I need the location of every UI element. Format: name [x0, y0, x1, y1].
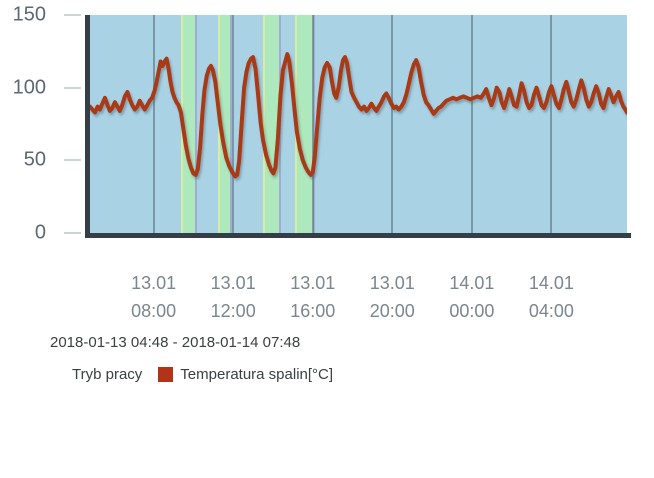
x-tick-date: 13.01: [131, 273, 177, 293]
x-tick-time: 16:00: [290, 301, 336, 321]
vertical-gridline: [470, 15, 473, 233]
x-tick-label: 14.01 04:00: [505, 269, 597, 325]
x-tick-time: 08:00: [131, 301, 177, 321]
y-tick-label: 100: [12, 76, 46, 99]
legend-item-temperatura-spalin[interactable]: Temperatura spalin[°C]: [158, 366, 333, 383]
temperature-line-layer: [90, 52, 627, 179]
x-tick-time: 00:00: [449, 301, 495, 321]
x-tick-date: 14.01: [449, 273, 495, 293]
x-tick-time: 12:00: [210, 301, 256, 321]
x-tick-label: 13.01 20:00: [346, 269, 438, 325]
y-tick-mark: [64, 159, 81, 162]
legend: Tryb pracy Temperatura spalin[°C]: [72, 366, 349, 383]
legend-label-tryb-pracy: Tryb pracy: [72, 366, 143, 383]
y-tick-label: 150: [12, 3, 46, 26]
y-tick-mark: [64, 86, 81, 89]
legend-item-tryb-pracy[interactable]: Tryb pracy: [72, 366, 142, 383]
x-tick-date: 13.01: [210, 273, 256, 293]
vertical-gridline: [152, 15, 155, 233]
temperature-line: [90, 52, 627, 179]
x-tick-date: 14.01: [528, 273, 574, 293]
date-range-subtitle: 2018-01-13 04:48 - 2018-01-14 07:48: [50, 334, 301, 351]
x-tick-label: 13.01 12:00: [187, 269, 279, 325]
vertical-gridline: [550, 15, 553, 233]
x-tick-time: 20:00: [369, 301, 415, 321]
y-tick-label: 50: [23, 148, 46, 171]
x-tick-label: 13.01 16:00: [267, 269, 359, 325]
x-tick-date: 13.01: [369, 273, 415, 293]
y-axis-bar: [85, 15, 90, 238]
y-tick-mark: [64, 232, 81, 234]
y-tick-mark: [64, 14, 81, 16]
vertical-gridline: [391, 15, 394, 233]
x-tick-label: 14.01 00:00: [426, 269, 518, 325]
x-axis-bar: [85, 233, 631, 238]
x-tick-label: 13.01 08:00: [108, 269, 200, 325]
x-tick-date: 13.01: [290, 273, 336, 293]
legend-label-temperatura-spalin: Temperatura spalin[°C]: [180, 366, 334, 383]
plot-area[interactable]: [90, 15, 627, 233]
vertical-gridline: [311, 15, 314, 233]
temperature-series-swatch-icon: [158, 367, 174, 382]
y-tick-label: 0: [34, 221, 46, 244]
x-tick-time: 04:00: [528, 301, 574, 321]
vertical-gridline: [232, 15, 235, 233]
